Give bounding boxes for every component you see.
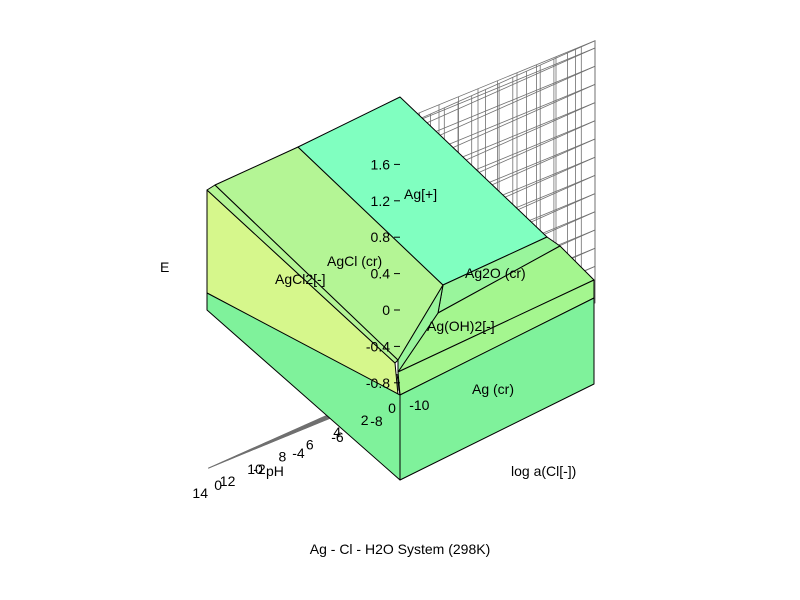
x-axis-label: pH bbox=[266, 463, 284, 479]
x-tick-label: 2 bbox=[361, 412, 369, 428]
region-label-ag-oh-2: Ag(OH)2[-] bbox=[427, 318, 495, 334]
y-tick-label: 0 bbox=[214, 477, 222, 493]
z-tick-label: 1.6 bbox=[371, 156, 391, 172]
z-tick-label: 1.2 bbox=[371, 193, 391, 209]
x-tick-label: 0 bbox=[388, 400, 396, 416]
region-ag2o-join bbox=[397, 284, 444, 373]
region-labels: Ag[+] AgCl (cr)AgCl2[-] Ag2O (cr) Ag(OH)2[-… bbox=[275, 186, 526, 397]
z-tick-label: 0 bbox=[382, 302, 390, 318]
x-tick-label: 4 bbox=[333, 424, 341, 440]
y-tick-label: -8 bbox=[370, 413, 383, 429]
z-tick-label: 0.4 bbox=[371, 266, 391, 282]
region-label-ag: Ag[+] bbox=[404, 186, 437, 202]
region-label-agcl-cr: AgCl (cr) bbox=[327, 253, 382, 269]
y-tick-label: -2 bbox=[253, 461, 266, 477]
y-tick-label: -10 bbox=[409, 397, 429, 413]
x-tick-label: 12 bbox=[220, 473, 236, 489]
z-tick-label: -0.8 bbox=[366, 375, 390, 391]
grid-line bbox=[403, 47, 596, 134]
region-label-agcl2: AgCl2[-] bbox=[275, 271, 326, 287]
x-tick-label: 8 bbox=[279, 449, 287, 465]
x-tick-label: 14 bbox=[192, 485, 208, 501]
z-tick-label: -0.4 bbox=[366, 338, 390, 354]
x-tick-label: 6 bbox=[306, 436, 314, 452]
y-tick-label: -6 bbox=[331, 429, 344, 445]
z-axis-label: E bbox=[160, 259, 169, 275]
region-label-ag2o-cr: Ag2O (cr) bbox=[465, 265, 526, 281]
x-tick-label: 10 bbox=[247, 461, 263, 477]
y-axis-label: log a(Cl[-]) bbox=[511, 463, 576, 479]
chart-title: Ag - Cl - H2O System (298K) bbox=[309, 541, 491, 557]
surface bbox=[206, 96, 595, 481]
region-ag-front bbox=[399, 297, 595, 481]
grid-line bbox=[399, 47, 596, 129]
y-tick-label: -4 bbox=[292, 445, 305, 461]
axis-ticks: 1.6 1.2 0.8 0.4 0 -0.4 -0.8 0 2 4 6 8 10 12 14 0 -2 -4 -6 -… bbox=[192, 156, 429, 501]
z-tick-label: 0.8 bbox=[371, 229, 391, 245]
surface-edge bbox=[396, 373, 401, 396]
region-label-ag-cr: Ag (cr) bbox=[472, 381, 514, 397]
